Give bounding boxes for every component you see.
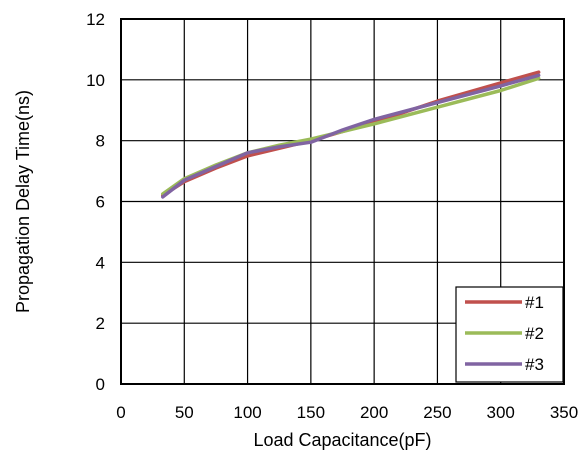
x-tick-label: 50 (175, 403, 194, 422)
y-tick-label: 6 (96, 193, 105, 212)
y-tick-label: 8 (96, 132, 105, 151)
legend-label: #1 (525, 293, 544, 312)
series-lines (161, 70, 541, 199)
y-tick-labels: 0 2 4 6 8 10 12 (86, 10, 105, 394)
y-tick-label: 12 (86, 10, 105, 29)
legend-label: #3 (525, 355, 544, 374)
y-tick-label: 0 (96, 375, 105, 394)
y-tick-label: 10 (86, 71, 105, 90)
plot-area-border (120, 18, 565, 385)
series-line-3 (161, 73, 541, 199)
x-tick-label: 0 (116, 403, 125, 422)
x-axis-title: Load Capacitance(pF) (253, 430, 431, 450)
x-tick-label: 300 (487, 403, 515, 422)
y-tick-label: 2 (96, 314, 105, 333)
x-tick-label: 250 (423, 403, 451, 422)
grid (121, 19, 564, 384)
legend-label: #2 (525, 324, 544, 343)
x-tick-labels: 0 50 100 150 200 250 300 350 (116, 403, 578, 422)
legend: #1 #2 #3 (455, 286, 564, 383)
x-tick-label: 200 (360, 403, 388, 422)
y-axis-title: Propagation Delay Time(ns) (13, 90, 33, 313)
x-tick-label: 150 (297, 403, 325, 422)
series-line-2 (161, 76, 541, 196)
y-tick-label: 4 (96, 253, 105, 272)
x-tick-label: 100 (233, 403, 261, 422)
x-tick-label: 350 (550, 403, 578, 422)
